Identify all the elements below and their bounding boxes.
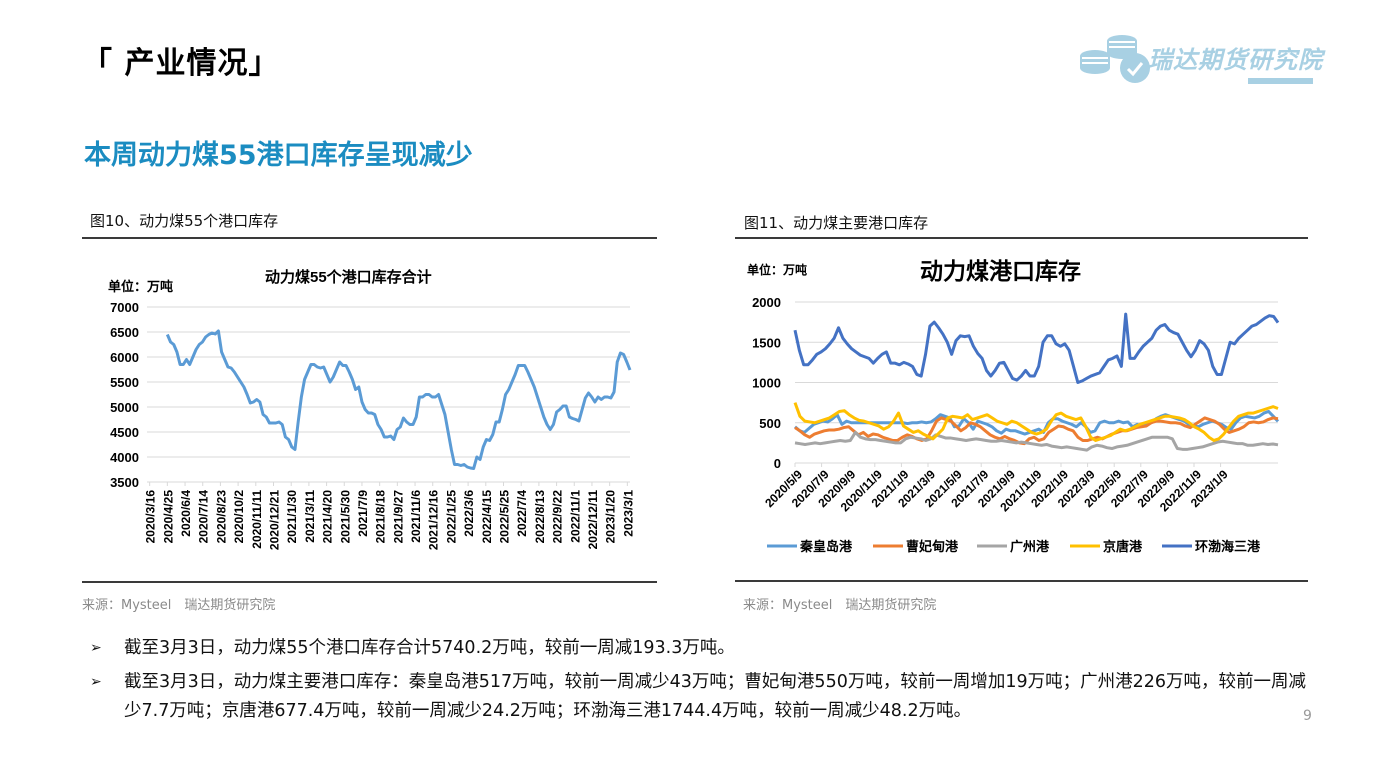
y-tick-label: 5000 (110, 400, 139, 415)
x-tick-label: 2022/7/4 (515, 490, 529, 537)
x-tick-label: 2022/12/11 (586, 490, 600, 550)
legend-label: 环渤海三港 (1195, 539, 1261, 554)
y-tick-label: 6000 (110, 350, 139, 365)
figure-10-caption: 图10、动力煤55个港口库存 (90, 212, 279, 230)
figure-10-source: 来源：Mysteel 瑞达期货研究院 (82, 598, 276, 613)
x-tick-label: 2020/10/2 (232, 490, 246, 544)
x-tick-label: 2021/7/9 (356, 490, 370, 537)
series-line-55-ports (165, 329, 632, 470)
arrow-bullet-icon: ➢ (90, 640, 102, 656)
coins-check-icon (1080, 35, 1150, 83)
unit-label: 单位：万吨 (747, 262, 807, 277)
bullet-text: 截至3月3日，动力煤主要港口库存：秦皇岛港517万吨，较前一周减少43万吨；曹妃… (124, 672, 1307, 721)
legend-label: 秦皇岛港 (799, 539, 853, 554)
legend-label: 京唐港 (1103, 539, 1143, 554)
x-tick-label: 2020/8/23 (214, 490, 228, 544)
y-tick-label: 4000 (110, 450, 139, 465)
x-tick-label: 2021/4/20 (321, 490, 335, 544)
x-tick-label: 2022/3/6 (462, 490, 476, 537)
x-tick-label: 2022/11/1 (568, 490, 582, 543)
logo-underline (1248, 78, 1313, 84)
logo (1075, 28, 1320, 86)
figure-11-source: 来源：Mysteel 瑞达期货研究院 (743, 598, 937, 613)
y-tick-label: 6500 (110, 325, 139, 340)
chart-title: 动力煤55个港口库存合计 (265, 268, 432, 286)
y-tick-label: 4500 (110, 425, 139, 440)
bullet-item: ➢ 截至3月3日，动力煤55个港口库存合计5740.2万吨，较前一周减193.3… (90, 634, 1324, 663)
series-line-0 (794, 409, 1280, 436)
x-tick-label: 2023/3/1 (621, 490, 635, 537)
headline: 本周动力煤55港口库存呈现减少 (84, 140, 473, 171)
y-tick-label: 500 (759, 416, 781, 431)
x-tick-label: 2022/8/13 (533, 490, 547, 544)
x-tick-label: 2020/3/16 (144, 490, 158, 544)
x-tick-label: 2023/1/20 (604, 490, 618, 544)
unit-label: 单位：万吨 (108, 279, 173, 294)
x-tick-label: 2021/8/18 (374, 490, 388, 544)
x-tick-label: 2021/12/16 (427, 490, 441, 550)
bullet-text: 截至3月3日，动力煤55个港口库存合计5740.2万吨，较前一周减193.3万吨… (124, 638, 735, 658)
series-line-4 (793, 312, 1280, 384)
figure-11-bottom-rule (735, 580, 1308, 582)
series-line-3 (793, 402, 1279, 442)
x-tick-label: 2020/11/11 (250, 490, 264, 549)
y-tick-label: 5500 (110, 375, 139, 390)
y-tick-label: 0 (774, 456, 781, 471)
x-tick-label: 2021/1/30 (285, 490, 299, 544)
series-line-2 (794, 430, 1279, 452)
x-tick-label: 2020/4/25 (161, 490, 175, 544)
x-tick-label: 2022/4/15 (480, 490, 494, 544)
chart-title: 动力煤港口库存 (920, 258, 1081, 284)
x-tick-label: 2022/5/25 (498, 490, 512, 544)
y-tick-label: 2000 (752, 295, 781, 310)
y-tick-label: 7000 (110, 300, 139, 315)
figure-11-top-rule (735, 237, 1308, 239)
x-tick-label: 2020/6/4 (179, 490, 193, 537)
y-tick-label: 1000 (752, 376, 781, 391)
logo-text: 瑞达期货研究院 (1148, 46, 1323, 74)
figure-11-caption: 图11、动力煤主要港口库存 (744, 214, 929, 232)
x-tick-label: 2020/7/14 (197, 490, 211, 544)
x-tick-label: 2021/9/27 (391, 490, 405, 544)
figure-10-top-rule (82, 237, 657, 239)
x-tick-label: 2022/9/22 (551, 490, 565, 544)
legend-label: 广州港 (1010, 539, 1050, 554)
y-tick-label: 1500 (752, 335, 781, 350)
bullet-item: ➢ 截至3月3日，动力煤主要港口库存：秦皇岛港517万吨，较前一周减少43万吨；… (90, 668, 1314, 726)
legend-label: 曹妃甸港 (906, 539, 959, 554)
x-tick-label: 2020/12/21 (268, 490, 282, 550)
x-tick-label: 2021/5/30 (338, 490, 352, 544)
figure-10-bottom-rule (82, 581, 657, 583)
x-tick-label: 2022/1/25 (444, 490, 458, 544)
y-tick-label: 3500 (110, 475, 139, 490)
arrow-bullet-icon: ➢ (90, 674, 102, 690)
series-line-1 (794, 416, 1279, 446)
chart-main-ports: 动力煤港口库存单位：万吨20001500100050002020/5/92020… (747, 258, 1280, 554)
section-title: 「 产业情况」 (82, 46, 280, 81)
page-number: 9 (1303, 708, 1312, 724)
x-tick-label: 2021/3/11 (303, 490, 317, 543)
x-tick-label: 2021/11/6 (409, 490, 423, 543)
